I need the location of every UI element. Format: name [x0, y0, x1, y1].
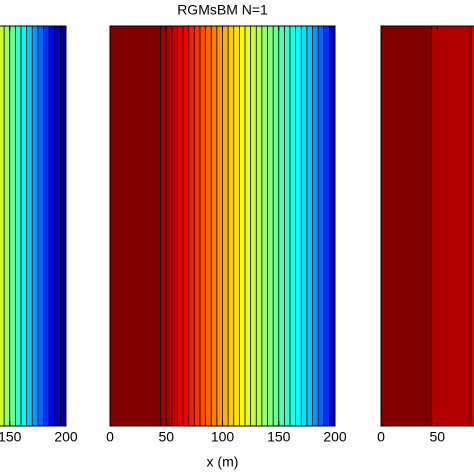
contour-band — [200, 26, 206, 426]
contour-band — [21, 26, 27, 426]
contour-band — [60, 26, 66, 426]
contour-band — [278, 26, 285, 426]
contour-band — [471, 26, 474, 426]
contour-band — [312, 26, 319, 426]
contour-band — [216, 26, 223, 426]
contour-band — [37, 26, 44, 426]
contour-band — [15, 26, 21, 426]
contour-band — [9, 26, 16, 426]
contour-band — [49, 26, 55, 426]
x-tick-label: 150 — [0, 429, 22, 445]
contour-band — [267, 26, 274, 426]
contour-band — [188, 26, 195, 426]
plot-frame — [380, 25, 474, 427]
x-tick-label: 0 — [377, 429, 385, 445]
contour-band — [26, 26, 33, 426]
contour-band — [166, 26, 172, 426]
contour-band — [222, 26, 229, 426]
x-tick-label: 50 — [429, 429, 445, 445]
contour-band — [431, 26, 471, 426]
contour-band — [32, 26, 38, 426]
contour-band — [177, 26, 184, 426]
x-tick-label: 50 — [158, 429, 174, 445]
x-tick-label: 200 — [323, 429, 347, 445]
contour-band — [110, 26, 161, 426]
contour-band — [284, 26, 290, 426]
contour-band — [194, 26, 200, 426]
contour-band — [318, 26, 324, 426]
contour-band — [228, 26, 234, 426]
contour-band — [273, 26, 279, 426]
contour-band — [329, 26, 335, 426]
contour-band — [245, 26, 251, 426]
contour-band — [4, 26, 10, 426]
contour-band — [239, 26, 245, 426]
contour-band — [323, 26, 330, 426]
contour-band — [290, 26, 296, 426]
contour-band — [205, 26, 212, 426]
x-tick-label: 0 — [106, 429, 114, 445]
contour-band — [381, 26, 432, 426]
contour-band — [306, 26, 313, 426]
contour-band — [250, 26, 257, 426]
x-axis-label: x (m) — [207, 454, 239, 470]
x-tick-label: 100 — [211, 429, 235, 445]
contour-band — [256, 26, 262, 426]
contour-band — [160, 26, 167, 426]
contour-band — [171, 26, 178, 426]
contour-band — [43, 26, 50, 426]
contour-band — [211, 26, 217, 426]
plot-frame — [0, 25, 67, 427]
contour-band — [233, 26, 240, 426]
x-tick-label: 150 — [267, 429, 291, 445]
contour-band — [295, 26, 302, 426]
contour-band — [54, 26, 61, 426]
panel-title: RGMsBM N=1 — [177, 2, 268, 18]
contour-band — [301, 26, 307, 426]
contour-band — [0, 26, 5, 426]
contour-band — [261, 26, 268, 426]
contour-band — [183, 26, 189, 426]
x-tick-label: 200 — [54, 429, 78, 445]
